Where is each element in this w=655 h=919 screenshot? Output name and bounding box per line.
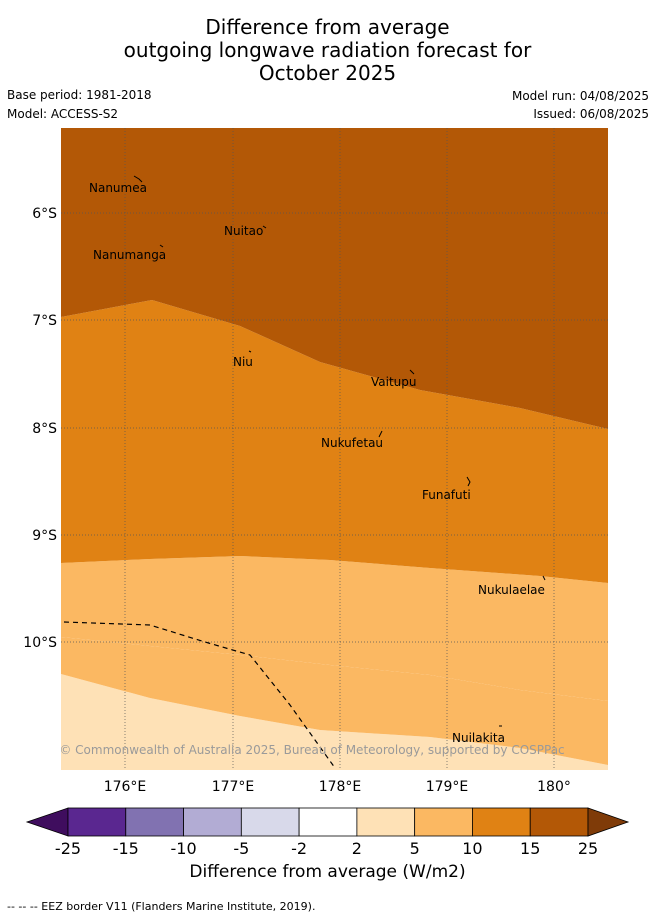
chart-title: Difference from average outgoing longwav… xyxy=(0,16,655,85)
band-15-25 xyxy=(61,128,608,429)
graticule xyxy=(61,128,608,770)
colorbar-tick-label: 25 xyxy=(578,839,598,858)
lat-label: 6°S xyxy=(32,206,57,222)
colorbar-tick-label: -5 xyxy=(233,839,249,858)
model-run: Model run: 04/08/2025 xyxy=(511,89,649,103)
island-nuitao xyxy=(262,225,267,229)
colorbar-segment xyxy=(298,807,358,837)
band-5-10 xyxy=(61,556,608,701)
colorbar-segment xyxy=(125,807,184,837)
lat-label: 7°S xyxy=(32,313,57,329)
model-name: Model: ACCESS-S2 xyxy=(7,107,119,121)
colorbar-tick-label: -10 xyxy=(170,839,196,858)
island-funafuti xyxy=(466,476,471,487)
colorbar-extend-low xyxy=(25,807,69,837)
place-label: Funafuti xyxy=(422,488,471,502)
lon-label: 179°E xyxy=(426,779,469,795)
lon-label: 176°E xyxy=(104,779,147,795)
colorbar-tick-label: 5 xyxy=(410,839,420,858)
island-nukufetau xyxy=(378,430,383,438)
place-label: Nukufetau xyxy=(321,436,383,450)
place-label: Vaitupu xyxy=(371,375,417,389)
island-vaitupu xyxy=(409,369,415,375)
title-line-3: October 2025 xyxy=(258,61,397,85)
map-fill-bands xyxy=(61,128,608,770)
colorbar-tick-label: -2 xyxy=(291,839,307,858)
lat-label: 9°S xyxy=(32,528,57,544)
colorbar-segment xyxy=(67,807,127,837)
colorbar-segment xyxy=(472,807,531,837)
place-label: Nukulaelae xyxy=(478,583,545,597)
band-2-5 xyxy=(61,674,608,770)
colorbar: -25 -15 -10 -5 -2 2 5 10 15 25 xyxy=(25,807,630,858)
place-label: Nuitao xyxy=(224,224,263,238)
lon-label: 180° xyxy=(537,779,571,795)
colorbar-tick-label: 10 xyxy=(462,839,482,858)
colorbar-segment xyxy=(356,807,416,837)
island-nukulaelae xyxy=(542,575,546,581)
base-period: Base period: 1981-2018 xyxy=(7,88,152,102)
colorbar-segment xyxy=(529,807,589,837)
lat-label: 10°S xyxy=(23,635,57,651)
issued-date: Issued: 06/08/2025 xyxy=(533,107,649,121)
title-line-1: Difference from average xyxy=(205,15,450,39)
colorbar-tick-label: 2 xyxy=(352,839,362,858)
colorbar-tick-label: -25 xyxy=(55,839,81,858)
band-10-15 xyxy=(61,300,608,583)
lon-label: 178°E xyxy=(319,779,362,795)
island-nanumea xyxy=(133,175,143,183)
place-label: Nanumea xyxy=(89,181,147,195)
lat-label: 8°S xyxy=(32,421,57,437)
eez-border-note: -- -- -- EEZ border V11 (Flanders Marine… xyxy=(7,900,316,913)
place-label: Niu xyxy=(233,355,253,369)
colorbar-segment xyxy=(414,807,473,837)
colorbar-extend-high xyxy=(587,807,630,837)
colorbar-label: Difference from average (W/m2) xyxy=(189,862,466,882)
title-line-2: outgoing longwave radiation forecast for xyxy=(123,38,532,62)
island-niu xyxy=(248,350,252,353)
lon-label: 177°E xyxy=(212,779,255,795)
place-label: Nuilakita xyxy=(452,731,505,745)
colorbar-tick-label: -15 xyxy=(113,839,139,858)
band-5-10-lower xyxy=(61,637,608,765)
colorbar-segment xyxy=(183,807,242,837)
colorbar-tick-label: 15 xyxy=(520,839,540,858)
islands xyxy=(133,175,546,727)
copyright-text: © Commonwealth of Australia 2025, Bureau… xyxy=(59,743,564,757)
island-nanumanga xyxy=(159,244,164,248)
place-label: Nanumanga xyxy=(93,248,166,262)
colorbar-segment xyxy=(240,807,300,837)
